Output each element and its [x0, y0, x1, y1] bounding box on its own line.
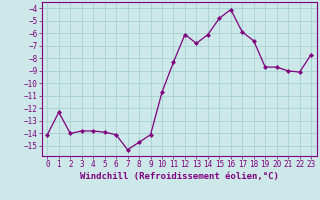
X-axis label: Windchill (Refroidissement éolien,°C): Windchill (Refroidissement éolien,°C) [80, 172, 279, 181]
